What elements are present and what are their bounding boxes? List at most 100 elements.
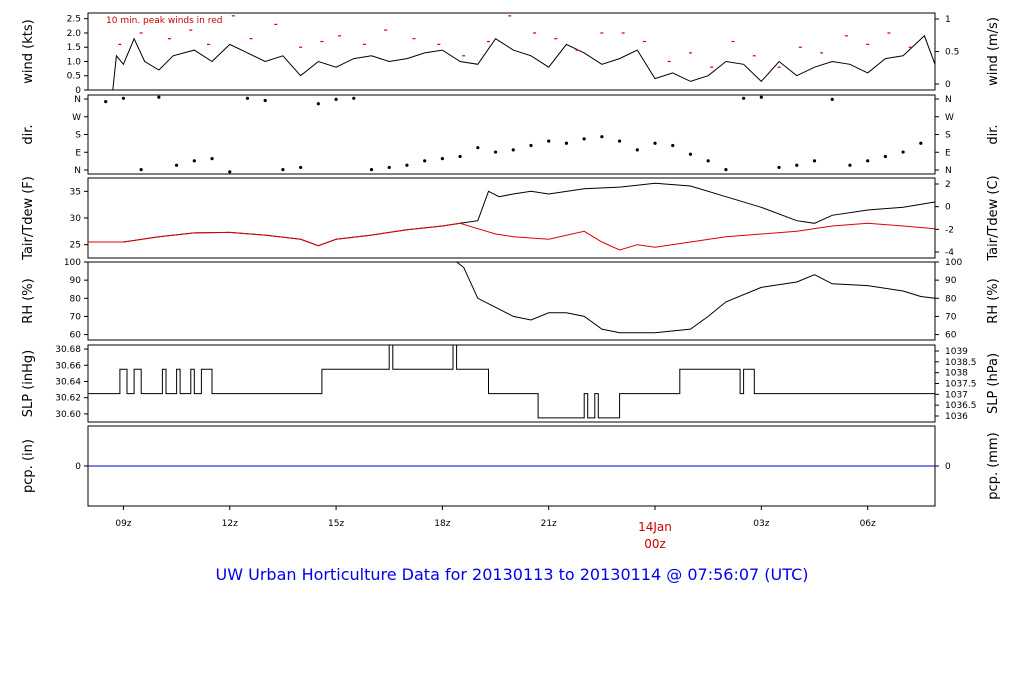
y-axis-label-right: Tair/Tdew (C) bbox=[986, 175, 1001, 261]
direction-point bbox=[423, 159, 427, 163]
series-line-slp-0 bbox=[88, 344, 935, 419]
direction-point bbox=[352, 96, 356, 100]
y-tick-label-right: 1039 bbox=[945, 347, 968, 357]
y-tick-label-left: 60 bbox=[70, 331, 82, 341]
y-tick-label-left: 30.60 bbox=[55, 410, 81, 420]
y-tick-label-left: 2.0 bbox=[67, 29, 82, 39]
direction-point bbox=[511, 148, 515, 152]
direction-point bbox=[192, 159, 196, 163]
y-tick-label-left: E bbox=[75, 148, 81, 158]
panel-frame-direction bbox=[87, 94, 936, 175]
y-axis-label-right: RH (%) bbox=[986, 278, 1001, 323]
y-tick-label-right: 1037 bbox=[945, 390, 968, 400]
direction-point bbox=[316, 102, 320, 106]
y-tick-label-right: 0 bbox=[945, 80, 951, 90]
direction-point bbox=[245, 96, 250, 100]
direction-point bbox=[671, 143, 675, 148]
x-tick-label: 03z bbox=[753, 519, 769, 529]
y-tick-label-right: 0 bbox=[945, 462, 951, 472]
y-tick-label-left: 100 bbox=[64, 258, 81, 268]
direction-point bbox=[866, 159, 870, 163]
direction-point bbox=[228, 170, 232, 174]
direction-point bbox=[263, 98, 267, 103]
y-tick-label-left: 30.68 bbox=[55, 345, 81, 355]
y-tick-label-left: 2.5 bbox=[67, 15, 81, 25]
y-tick-label-right: 1037.5 bbox=[945, 380, 977, 390]
direction-point bbox=[688, 152, 693, 156]
direction-point bbox=[174, 163, 179, 167]
y-tick-label-left: 1.5 bbox=[67, 43, 81, 53]
y-axis-label-right: SLP (hPa) bbox=[986, 353, 1001, 414]
direction-point bbox=[440, 157, 444, 161]
y-tick-label-left: 1.0 bbox=[67, 57, 82, 67]
y-tick-label-right: -4 bbox=[945, 248, 954, 258]
y-tick-label-left: N bbox=[74, 95, 81, 105]
day-marker-hour: 00z bbox=[644, 537, 666, 551]
y-tick-label-left: 70 bbox=[70, 312, 82, 322]
y-tick-label-right: W bbox=[945, 113, 954, 123]
y-tick-label-right: 60 bbox=[945, 331, 957, 341]
x-tick-label: 09z bbox=[115, 519, 131, 529]
y-tick-label-left: 35 bbox=[70, 187, 81, 197]
y-tick-label-right: 2 bbox=[945, 180, 951, 190]
direction-point bbox=[653, 141, 657, 145]
y-tick-label-left: N bbox=[74, 166, 81, 176]
direction-point bbox=[405, 163, 409, 167]
y-tick-label-right: 1036.5 bbox=[945, 401, 977, 411]
y-tick-label-left: 30.62 bbox=[55, 394, 81, 404]
y-axis-label-left: dir. bbox=[21, 124, 36, 144]
wind-annotation: 10 min. peak winds in red bbox=[106, 16, 223, 26]
y-axis-label-left: SLP (inHg) bbox=[21, 350, 36, 418]
direction-point bbox=[529, 143, 533, 148]
x-tick-label: 12z bbox=[222, 519, 238, 529]
panel-frame-rh bbox=[87, 261, 936, 341]
x-tick-label: 21z bbox=[541, 519, 557, 529]
direction-point bbox=[830, 97, 834, 101]
direction-point bbox=[564, 141, 569, 145]
direction-point bbox=[476, 146, 480, 150]
y-tick-label-left: 30 bbox=[70, 214, 82, 224]
y-axis-label-left: wind (kts) bbox=[21, 19, 36, 83]
y-tick-label-right: 80 bbox=[945, 294, 957, 304]
direction-point bbox=[139, 168, 143, 172]
y-tick-label-right: 90 bbox=[945, 276, 957, 286]
direction-point bbox=[104, 99, 108, 104]
y-tick-label-left: 90 bbox=[70, 276, 82, 286]
direction-point bbox=[848, 163, 852, 167]
direction-point bbox=[299, 165, 303, 170]
direction-point bbox=[724, 168, 728, 172]
y-tick-label-right: 1038 bbox=[945, 369, 968, 379]
y-tick-label-left: W bbox=[72, 113, 81, 123]
series-line-temperature-1 bbox=[88, 222, 936, 251]
direction-point bbox=[919, 141, 923, 145]
y-tick-label-left: 0 bbox=[75, 86, 81, 96]
y-axis-label-left: Tair/Tdew (F) bbox=[21, 176, 36, 261]
y-axis-label-right: wind (m/s) bbox=[986, 17, 1001, 86]
y-tick-label-left: 30.64 bbox=[55, 377, 81, 387]
direction-point bbox=[547, 139, 551, 143]
y-tick-label-left: 25 bbox=[70, 241, 81, 251]
direction-point bbox=[210, 157, 214, 161]
day-marker-date: 14Jan bbox=[638, 520, 672, 534]
direction-point bbox=[795, 163, 799, 167]
panel-frame-temperature bbox=[87, 177, 936, 259]
x-tick-label: 06z bbox=[860, 519, 876, 529]
direction-point bbox=[600, 135, 604, 139]
meteogram-svg: 0 0.5 1.0 1.5 2.0 2.5 0 0.5 1 wind (kts) wind (m/s… bbox=[21, 12, 1001, 551]
y-tick-label-right: 1 bbox=[945, 15, 951, 25]
y-tick-label-right: 0.5 bbox=[945, 48, 959, 58]
y-tick-label-left: S bbox=[75, 131, 81, 141]
y-axis-label-left: pcp. (in) bbox=[21, 439, 36, 493]
direction-point bbox=[759, 95, 763, 99]
y-tick-label-right: N bbox=[945, 166, 952, 176]
x-tick-label: 15z bbox=[328, 519, 344, 529]
direction-point bbox=[883, 154, 887, 159]
y-axis-label-right: pcp. (mm) bbox=[986, 432, 1001, 499]
y-tick-label-right: -2 bbox=[945, 225, 954, 235]
y-axis-label-right: dir. bbox=[986, 124, 1001, 144]
direction-point bbox=[582, 137, 586, 141]
direction-point bbox=[334, 97, 338, 101]
x-tick-label: 18z bbox=[434, 519, 450, 529]
y-tick-label-right: S bbox=[945, 131, 951, 141]
y-tick-label-left: 30.66 bbox=[55, 361, 81, 371]
